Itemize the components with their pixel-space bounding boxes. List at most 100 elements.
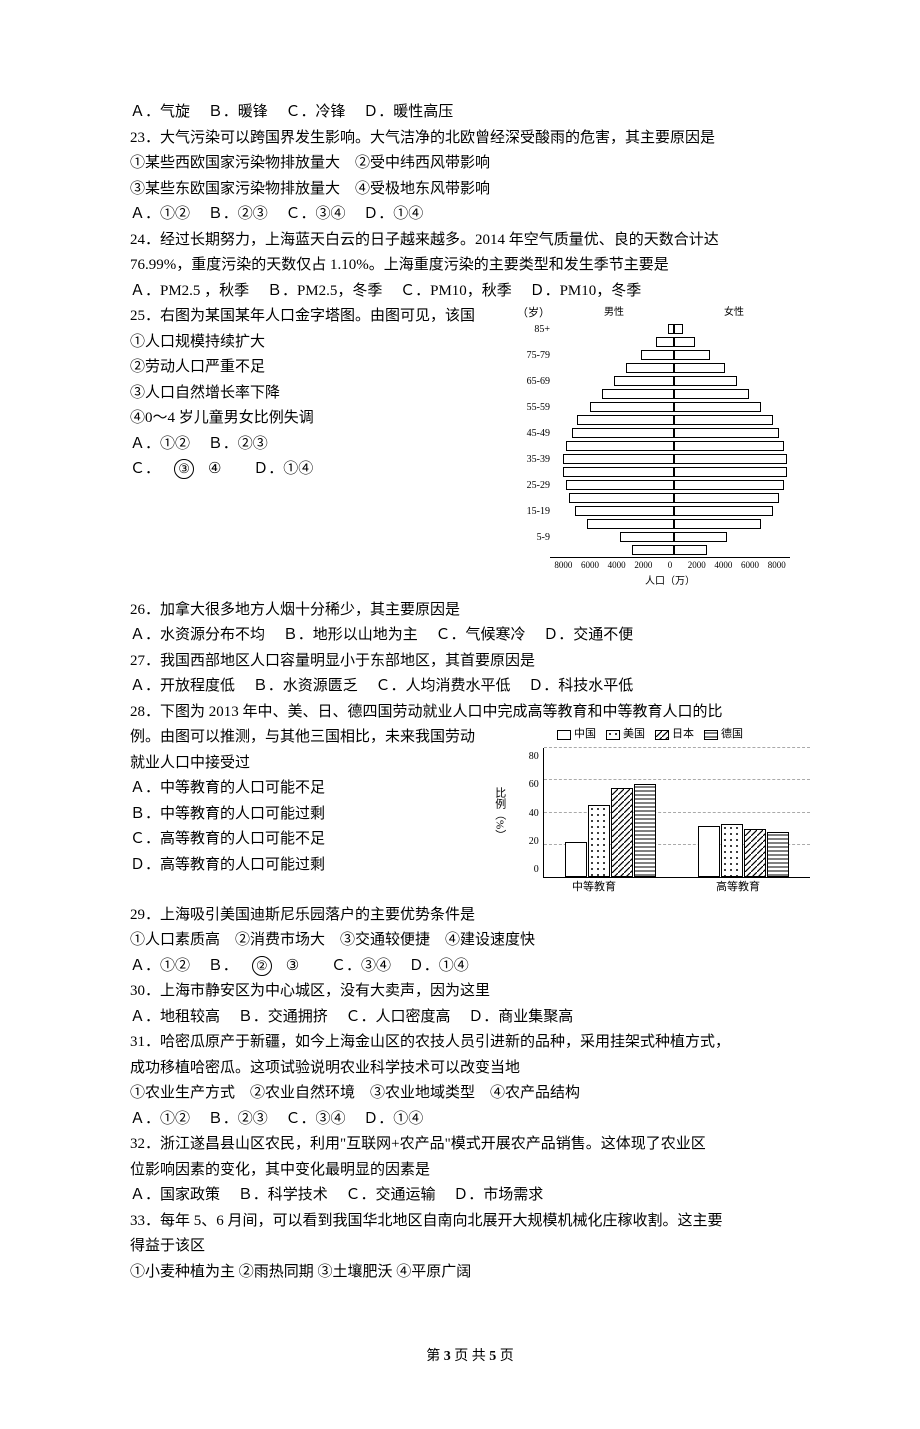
q25-s1: ①人口规模持续扩大 [130, 330, 510, 356]
q28-d: Ｄ．高等教育的人口可能过剩 [130, 853, 490, 879]
chart-ylabel: 比例（%） [490, 787, 509, 840]
q31-d: Ｄ．①④ [363, 1111, 423, 1127]
q23-b: Ｂ．②③ [208, 206, 268, 222]
q31-subs: ①农业生产方式 ②农业自然环境 ③农业地域类型 ④农产品结构 [130, 1081, 810, 1107]
q22-a: Ａ．气旋 [130, 104, 190, 120]
q24-b: Ｂ．PM2.5，冬季 [267, 283, 382, 299]
q32-options: Ａ．国家政策 Ｂ．科学技术 Ｃ．交通运输 Ｄ．市场需求 [130, 1183, 810, 1209]
page-footer: 第 3 页 共 5 页 [130, 1345, 810, 1369]
q25-opts-ab: Ａ．①② Ｂ．②③ [130, 432, 510, 458]
q29-subs: ①人口素质高 ②消费市场大 ③交通较便捷 ④建设速度快 [130, 928, 810, 954]
q23-sub1: ①某些西欧国家污染物排放量大 ②受中纬西风带影响 [130, 151, 810, 177]
q31-b: Ｂ．②③ [208, 1111, 268, 1127]
q23-sub2: ③某些东欧国家污染物排放量大 ④受极地东风带影响 [130, 177, 810, 203]
spacer [130, 590, 810, 598]
q27-c: Ｃ．人均消费水平低 [376, 678, 511, 694]
pyramid-xticks: 800060004000200002000400060008000 [550, 558, 790, 573]
chart-xlabels: 中等教育高等教育 [522, 878, 810, 897]
q25-s3: ③人口自然增长率下降 [130, 381, 510, 407]
q26-a: Ａ．水资源分布不均 [130, 627, 265, 643]
q29-b-post: ③ [286, 958, 299, 974]
q28-row: 例。由图可以推测，与其他三国相比，未来我国劳动 就业人口中接受过 Ａ．中等教育的… [130, 725, 810, 896]
q22-d: Ｄ．暖性高压 [363, 104, 453, 120]
q24-d: Ｄ．PM10，冬季 [530, 283, 642, 299]
q31-l2: 成功移植哈密瓜。这项试验说明农业科学技术可以改变当地 [130, 1056, 810, 1082]
q25-opts-cd: Ｃ． ③④ Ｄ．①④ [130, 457, 510, 483]
q32-d: Ｄ．市场需求 [453, 1187, 543, 1203]
q29-options: Ａ．①② Ｂ．②③ Ｃ．③④ Ｄ．①④ [130, 954, 810, 980]
q25-c: Ｃ． ③④ [130, 461, 239, 477]
q23-d: Ｄ．①④ [363, 206, 423, 222]
q27-a: Ａ．开放程度低 [130, 678, 235, 694]
q29-a: Ａ．①② [130, 958, 190, 974]
q25-c-post: ④ [208, 461, 221, 477]
education-bar-chart: 中国美国日本德国 比例（%） 806040200 中等教育高等教育 [490, 725, 810, 896]
q25-c-circled: ③ [174, 459, 194, 479]
pyramid-female-label: 女性 [674, 304, 794, 323]
q29-stem: 29．上海吸引美国迪斯尼乐园落户的主要优势条件是 [130, 903, 810, 929]
q32-c: Ｃ．交通运输 [346, 1187, 436, 1203]
q25-row: 25．右图为某国某年人口金字塔图。由图可见，该国 ①人口规模持续扩大 ②劳动人口… [130, 304, 810, 590]
pyramid-xlabel: 人口（万） [550, 573, 790, 590]
q25-c-pre: Ｃ． [130, 461, 160, 477]
q29-b-circled: ② [252, 956, 272, 976]
q27-d: Ｄ．科技水平低 [528, 678, 633, 694]
q22-b: Ｂ．暖锋 [208, 104, 268, 120]
q28-l1: 28．下图为 2013 年中、美、日、德四国劳动就业人口中完成高等教育和中等教育… [130, 700, 810, 726]
q25-b: Ｂ．②③ [208, 436, 268, 452]
q24-options: Ａ．PM2.5 ，秋季 Ｂ．PM2.5，冬季 Ｃ．PM10，秋季 Ｄ．PM10，… [130, 279, 810, 305]
q26-d: Ｄ．交通不便 [543, 627, 633, 643]
q23-options: Ａ．①② Ｂ．②③ Ｃ．③④ Ｄ．①④ [130, 202, 810, 228]
q24-c: Ｃ．PM10，秋季 [400, 283, 512, 299]
q25-d: Ｄ．①④ [253, 461, 313, 477]
q26-stem: 26．加拿大很多地方人烟十分稀少，其主要原因是 [130, 598, 810, 624]
q25-s2: ②劳动人口严重不足 [130, 355, 510, 381]
q31-l1: 31．哈密瓜原产于新疆，如今上海金山区的农技人员引进新的品种，采用挂架式种植方式… [130, 1030, 810, 1056]
q29-c: Ｃ．③④ [331, 958, 391, 974]
footer-p1: 第 [426, 1349, 444, 1364]
q32-l1: 32．浙江遂昌县山区农民，利用"互联网+农产品"模式开展农产品销售。这体现了农业… [130, 1132, 810, 1158]
q30-c: Ｃ．人口密度高 [346, 1009, 451, 1025]
q32-b: Ｂ．科学技术 [238, 1187, 328, 1203]
q33-l2: 得益于该区 [130, 1234, 810, 1260]
q22-c: Ｃ．冷锋 [286, 104, 346, 120]
q28-l2: 例。由图可以推测，与其他三国相比，未来我国劳动 [130, 725, 490, 751]
q26-options: Ａ．水资源分布不均 Ｂ．地形以山地为主 Ｃ．气候寒冷 Ｄ．交通不便 [130, 623, 810, 649]
q33-subs: ①小麦种植为主 ②雨热同期 ③土壤肥沃 ④平原广阔 [130, 1260, 810, 1286]
q24-l2: 76.99%，重度污染的天数仅占 1.10%。上海重度污染的主要类型和发生季节主… [130, 253, 810, 279]
q30-stem: 30．上海市静安区为中心城区，没有大卖声，因为这里 [130, 979, 810, 1005]
q25-s4: ④0～4 岁儿童男女比例失调 [130, 406, 510, 432]
q28-l3: 就业人口中接受过 [130, 751, 490, 777]
q31-options: Ａ．①② Ｂ．②③ Ｃ．③④ Ｄ．①④ [130, 1107, 810, 1133]
q26-c: Ｃ．气候寒冷 [436, 627, 526, 643]
q27-stem: 27．我国西部地区人口容量明显小于东部地区，其首要原因是 [130, 649, 810, 675]
chart-legend: 中国美国日本德国 [490, 725, 810, 744]
q30-d: Ｄ．商业集聚高 [468, 1009, 573, 1025]
q30-a: Ａ．地租较高 [130, 1009, 220, 1025]
q27-options: Ａ．开放程度低 Ｂ．水资源匮乏 Ｃ．人均消费水平低 Ｄ．科技水平低 [130, 674, 810, 700]
q29-b: Ｂ．②③ [208, 958, 317, 974]
q31-c: Ｃ．③④ [286, 1111, 346, 1127]
q23-stem: 23．大气污染可以跨国界发生影响。大气洁净的北欧曾经深受酸雨的危害，其主要原因是 [130, 126, 810, 152]
pyramid-male-label: 男性 [554, 304, 674, 323]
q24-l1: 24．经过长期努力，上海蓝天白云的日子越来越多。2014 年空气质量优、良的天数… [130, 228, 810, 254]
q31-a: Ａ．①② [130, 1111, 190, 1127]
footer-p3: 页 [496, 1349, 514, 1364]
q28-a: Ａ．中等教育的人口可能不足 [130, 776, 490, 802]
q28-c: Ｃ．高等教育的人口可能不足 [130, 827, 490, 853]
q23-a: Ａ．①② [130, 206, 190, 222]
q25-stem: 25．右图为某国某年人口金字塔图。由图可见，该国 [130, 304, 510, 330]
q30-b: Ｂ．交通拥挤 [238, 1009, 328, 1025]
q24-a: Ａ．PM2.5 ，秋季 [130, 283, 249, 299]
q29-d: Ｄ．①④ [409, 958, 469, 974]
q33-l1: 33．每年 5、6 月间，可以看到我国华北地区自南向北展开大规模机械化庄稼收割。… [130, 1209, 810, 1235]
q23-c: Ｃ．③④ [286, 206, 346, 222]
q26-b: Ｂ．地形以山地为主 [283, 627, 418, 643]
footer-p2: 页 共 [451, 1349, 490, 1364]
footer-page-num: 3 [444, 1349, 451, 1364]
population-pyramid: （岁） 男性 女性 85+75-7965-6955-5945-4935-3925… [510, 304, 810, 590]
q28-b: Ｂ．中等教育的人口可能过剩 [130, 802, 490, 828]
q25-a: Ａ．①② [130, 436, 190, 452]
footer-page-total: 5 [489, 1349, 496, 1364]
q27-b: Ｂ．水资源匮乏 [253, 678, 358, 694]
